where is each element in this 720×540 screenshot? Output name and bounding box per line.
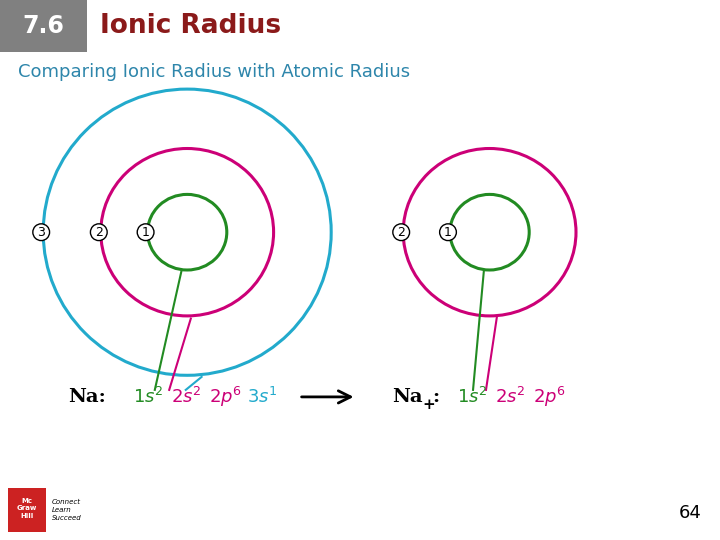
Bar [8,488,46,532]
Text: 7.6: 7.6 [22,14,64,38]
Text: $1s^2$: $1s^2$ [457,387,487,407]
Text: 2: 2 [397,226,405,239]
Text: Ionic Radius: Ionic Radius [100,13,281,39]
Bar [0,0,87,52]
Text: $2p^6$: $2p^6$ [210,385,242,409]
Text: 1: 1 [444,226,452,239]
Text: Na: Na [392,388,423,406]
Text: 2: 2 [95,226,103,239]
Text: $1s^2$: $1s^2$ [133,387,163,407]
Text: Na:: Na: [68,388,106,406]
Text: 64: 64 [679,504,702,522]
Text: Comparing Ionic Radius with Atomic Radius: Comparing Ionic Radius with Atomic Radiu… [18,63,410,81]
Text: +: + [423,398,435,412]
Text: 3: 3 [37,226,45,239]
Text: $2p^6$: $2p^6$ [534,385,566,409]
Text: $3s^1$: $3s^1$ [247,387,278,407]
Text: Connect
Learn
Succeed: Connect Learn Succeed [52,500,82,521]
Text: 1: 1 [142,226,150,239]
Text: $2s^2$: $2s^2$ [495,387,526,407]
Text: Mc
Graw
Hill: Mc Graw Hill [17,498,37,519]
Text: $2s^2$: $2s^2$ [171,387,202,407]
Text: :: : [433,388,439,406]
